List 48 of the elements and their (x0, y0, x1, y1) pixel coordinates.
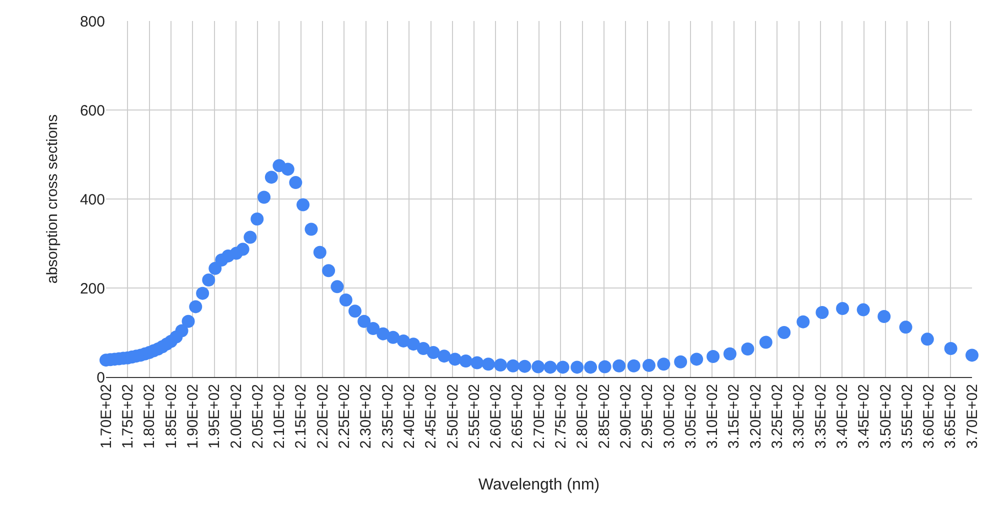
x-tick-label: 2.45E+02 (422, 384, 440, 449)
x-tick-label: 3.15E+02 (726, 384, 743, 449)
x-tick-label: 1.95E+02 (206, 384, 224, 449)
y-tick-label: 200 (80, 280, 105, 298)
x-tick-label: 2.00E+02 (228, 384, 245, 449)
x-tick-label: 2.05E+02 (249, 384, 266, 449)
x-tick-label: 2.95E+02 (639, 384, 656, 449)
y-tick-label: 400 (80, 191, 105, 208)
x-tick-label: 1.80E+02 (141, 384, 158, 449)
x-tick-label: 2.90E+02 (617, 384, 634, 449)
x-tick-label: 3.60E+02 (920, 384, 938, 449)
x-tick-label: 3.55E+02 (898, 384, 916, 449)
x-tick-label: 3.00E+02 (660, 384, 678, 449)
x-tick-label: 3.70E+02 (964, 384, 981, 449)
x-tick-label: 1.75E+02 (120, 384, 137, 449)
x-tick-label: 3.20E+02 (747, 384, 764, 449)
x-tick-label: 2.40E+02 (400, 384, 418, 449)
x-tick-label: 2.15E+02 (292, 384, 310, 449)
y-axis-title: absorption cross sections (44, 114, 62, 284)
x-tick-label: 1.70E+02 (98, 384, 115, 449)
y-tick-label: 0 (96, 369, 105, 386)
x-tick-label: 3.40E+02 (834, 384, 851, 449)
x-tick-label: 2.50E+02 (444, 384, 462, 449)
x-tick-label: 2.85E+02 (596, 384, 613, 449)
x-tick-label: 1.90E+02 (184, 384, 202, 449)
x-tick-label: 2.60E+02 (488, 384, 505, 449)
x-tick-label: 1.85E+02 (162, 384, 180, 449)
x-tick-label: 3.65E+02 (942, 384, 960, 449)
x-tick-label: 2.20E+02 (314, 384, 332, 449)
x-tick-label: 3.10E+02 (704, 384, 722, 449)
x-tick-label: 2.70E+02 (530, 384, 548, 449)
x-tick-label: 2.80E+02 (574, 384, 592, 449)
x-tick-label: 2.35E+02 (379, 384, 396, 449)
x-tick-label: 3.30E+02 (790, 384, 808, 449)
x-tick-label: 3.50E+02 (877, 384, 894, 449)
x-tick-label: 2.10E+02 (271, 384, 288, 449)
x-tick-label: 2.75E+02 (552, 384, 570, 449)
x-tick-label: 2.55E+02 (466, 384, 483, 449)
x-tick-label: 2.25E+02 (336, 384, 354, 449)
x-tick-label: 2.65E+02 (509, 384, 526, 449)
x-tick-label: 2.30E+02 (358, 384, 375, 449)
x-tick-label: 3.45E+02 (856, 384, 873, 449)
x-tick-label: 3.35E+02 (812, 384, 830, 449)
x-tick-label: 3.25E+02 (769, 384, 786, 449)
y-tick-label: 600 (80, 102, 105, 120)
y-tick-label: 800 (80, 13, 105, 30)
x-tick-label: 3.05E+02 (682, 384, 700, 449)
x-axis-title: Wavelength (nm) (478, 476, 600, 494)
